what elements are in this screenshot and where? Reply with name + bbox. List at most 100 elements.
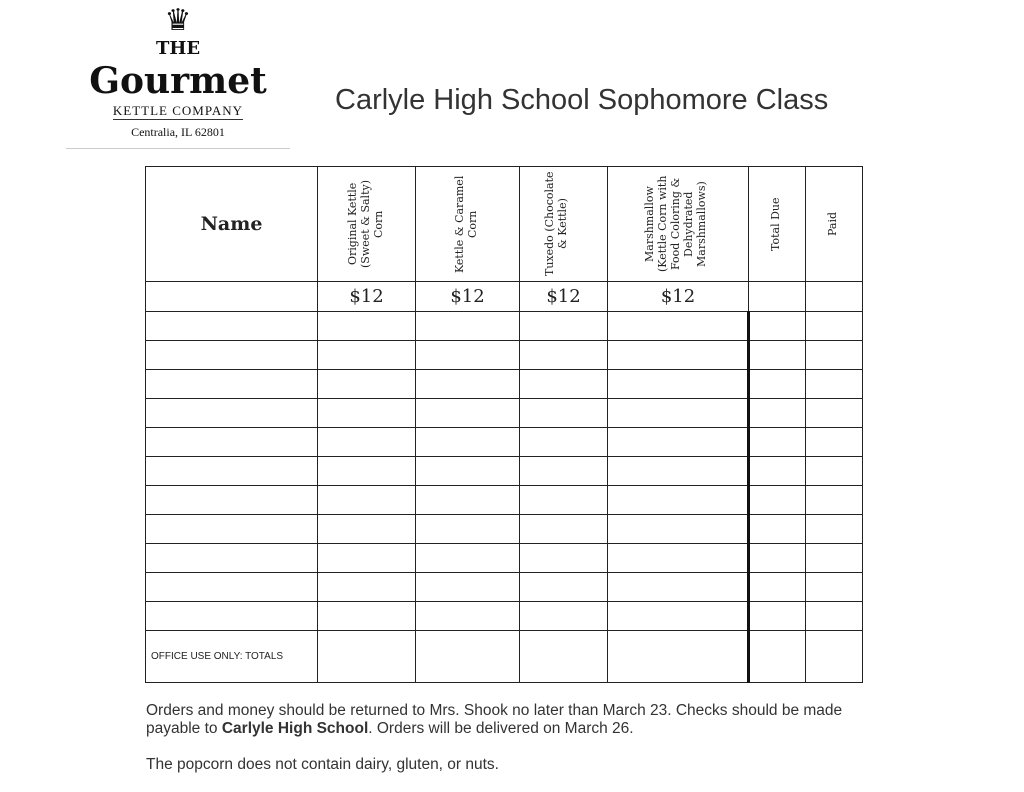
office-use-label: OFFICE USE ONLY: TOTALS xyxy=(145,630,318,683)
logo-city: Centralia, IL 62801 xyxy=(131,125,225,139)
order-cell[interactable] xyxy=(519,311,608,341)
order-cell[interactable] xyxy=(415,543,520,573)
order-cell[interactable] xyxy=(747,572,806,602)
order-cell[interactable] xyxy=(519,601,608,631)
order-cell[interactable] xyxy=(805,398,863,428)
order-cell[interactable] xyxy=(415,398,520,428)
order-cell[interactable] xyxy=(607,340,749,370)
order-cell[interactable] xyxy=(415,340,520,370)
order-cell[interactable] xyxy=(519,369,608,399)
order-cell[interactable] xyxy=(317,514,416,544)
order-cell[interactable] xyxy=(145,427,318,457)
order-cell[interactable] xyxy=(805,427,863,457)
order-cell[interactable] xyxy=(747,485,806,515)
order-cell[interactable] xyxy=(607,398,749,428)
header-kettle-caramel: Kettle & Caramel Corn xyxy=(415,166,520,282)
order-cell[interactable] xyxy=(145,311,318,341)
order-cell[interactable] xyxy=(145,514,318,544)
order-cell[interactable] xyxy=(805,485,863,515)
order-cell[interactable] xyxy=(747,601,806,631)
order-cell[interactable] xyxy=(317,427,416,457)
price-cell xyxy=(748,281,806,312)
order-cell[interactable] xyxy=(805,311,863,341)
order-cell[interactable] xyxy=(607,543,749,573)
order-row xyxy=(145,572,863,602)
order-cell[interactable] xyxy=(747,543,806,573)
order-cell[interactable] xyxy=(145,398,318,428)
order-cell[interactable] xyxy=(145,369,318,399)
total-cell[interactable] xyxy=(747,630,806,683)
order-cell[interactable] xyxy=(805,456,863,486)
logo-gourmet: Gourmet xyxy=(89,60,267,102)
order-cell[interactable] xyxy=(415,369,520,399)
company-logo: ♛ THE Gourmet KETTLE COMPANY Centralia, … xyxy=(66,4,290,146)
order-cell[interactable] xyxy=(519,456,608,486)
order-cell[interactable] xyxy=(519,485,608,515)
order-cell[interactable] xyxy=(805,514,863,544)
logo-the: THE xyxy=(155,38,201,59)
order-cell[interactable] xyxy=(747,311,806,341)
order-cell[interactable] xyxy=(805,572,863,602)
order-cell[interactable] xyxy=(415,456,520,486)
order-cell[interactable] xyxy=(607,514,749,544)
order-cell[interactable] xyxy=(317,311,416,341)
order-cell[interactable] xyxy=(415,485,520,515)
total-cell[interactable] xyxy=(805,630,863,683)
order-cell[interactable] xyxy=(317,398,416,428)
order-cell[interactable] xyxy=(519,543,608,573)
order-cell[interactable] xyxy=(145,572,318,602)
order-cell[interactable] xyxy=(145,601,318,631)
order-cell[interactable] xyxy=(805,340,863,370)
order-cell[interactable] xyxy=(145,485,318,515)
total-cell[interactable] xyxy=(607,630,749,683)
order-cell[interactable] xyxy=(317,543,416,573)
order-cell[interactable] xyxy=(519,340,608,370)
order-cell[interactable] xyxy=(317,485,416,515)
allergen-note: The popcorn does not contain dairy, glut… xyxy=(146,756,499,773)
order-cell[interactable] xyxy=(747,398,806,428)
order-row xyxy=(145,601,863,631)
order-cell[interactable] xyxy=(145,456,318,486)
price-cell: $12 xyxy=(607,281,749,312)
order-cell[interactable] xyxy=(607,485,749,515)
order-cell[interactable] xyxy=(607,572,749,602)
order-cell[interactable] xyxy=(747,369,806,399)
header-marshmallow: Marshmallow (Kettle Corn with Food Color… xyxy=(607,166,749,282)
header-row: Name Original Kettle (Sweet & Salty) Cor… xyxy=(145,166,863,282)
order-cell[interactable] xyxy=(415,514,520,544)
order-cell[interactable] xyxy=(317,456,416,486)
total-cell[interactable] xyxy=(519,630,608,683)
order-cell[interactable] xyxy=(317,601,416,631)
order-cell[interactable] xyxy=(747,340,806,370)
order-cell[interactable] xyxy=(607,311,749,341)
order-row xyxy=(145,311,863,341)
order-cell[interactable] xyxy=(519,398,608,428)
order-cell[interactable] xyxy=(415,601,520,631)
total-cell[interactable] xyxy=(415,630,520,683)
header-original-kettle: Original Kettle (Sweet & Salty) Corn xyxy=(317,166,416,282)
order-cell[interactable] xyxy=(519,572,608,602)
order-cell[interactable] xyxy=(415,427,520,457)
order-cell[interactable] xyxy=(747,427,806,457)
order-cell[interactable] xyxy=(805,369,863,399)
order-cell[interactable] xyxy=(747,456,806,486)
order-row xyxy=(145,427,863,457)
order-cell[interactable] xyxy=(805,601,863,631)
order-row xyxy=(145,340,863,370)
order-cell[interactable] xyxy=(607,456,749,486)
order-cell[interactable] xyxy=(317,340,416,370)
order-cell[interactable] xyxy=(317,572,416,602)
order-cell[interactable] xyxy=(519,514,608,544)
order-cell[interactable] xyxy=(415,572,520,602)
total-cell[interactable] xyxy=(317,630,416,683)
order-cell[interactable] xyxy=(805,543,863,573)
order-cell[interactable] xyxy=(607,369,749,399)
order-cell[interactable] xyxy=(747,514,806,544)
order-cell[interactable] xyxy=(607,601,749,631)
order-cell[interactable] xyxy=(415,311,520,341)
order-cell[interactable] xyxy=(145,543,318,573)
order-cell[interactable] xyxy=(519,427,608,457)
order-cell[interactable] xyxy=(317,369,416,399)
order-cell[interactable] xyxy=(145,340,318,370)
order-cell[interactable] xyxy=(607,427,749,457)
